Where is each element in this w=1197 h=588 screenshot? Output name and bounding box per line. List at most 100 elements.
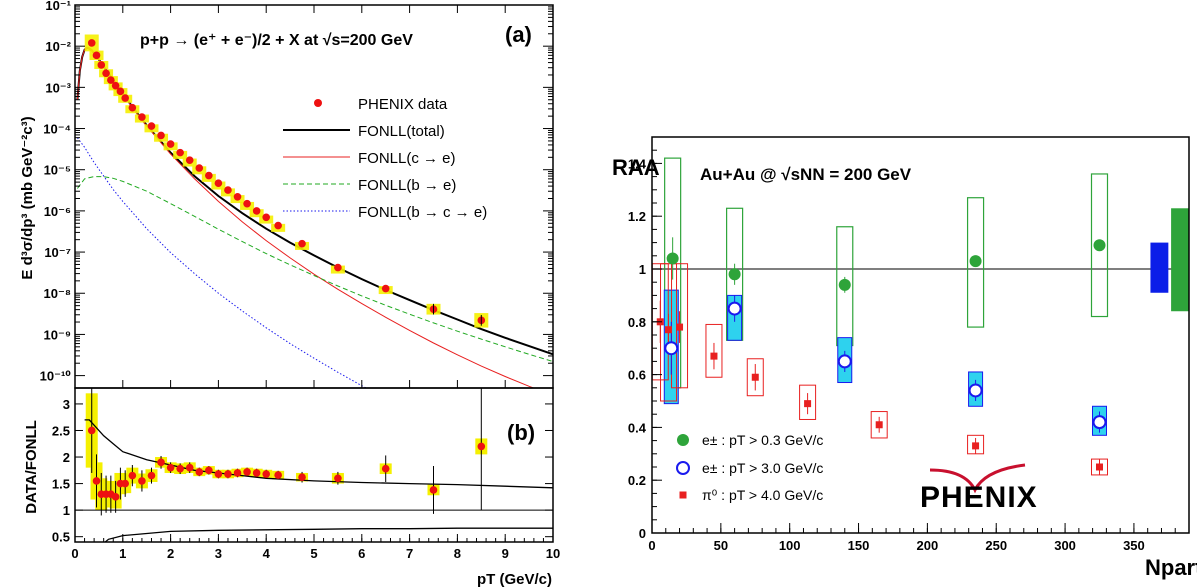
ratio-data-point bbox=[157, 458, 165, 467]
ratio-x-tick-label: 8 bbox=[454, 546, 461, 561]
raa-y-tick-label: 0.2 bbox=[628, 473, 646, 488]
raa-red-syst-box bbox=[705, 323, 723, 378]
raa-y-tick-label: 1.4 bbox=[628, 156, 647, 171]
spectrum-legend-label: FONLL(b → c → e) bbox=[358, 204, 487, 221]
raa-x-tick-label: 350 bbox=[1123, 538, 1145, 553]
ratio-y-axis-label: DATA/FONLL bbox=[23, 420, 40, 514]
spectrum-data-point bbox=[381, 284, 390, 293]
spectrum-data-point bbox=[252, 207, 261, 215]
ratio-x-tick-label: 5 bbox=[310, 546, 317, 561]
ratio-data-point bbox=[334, 474, 342, 483]
ratio-data-point bbox=[128, 471, 137, 480]
raa-red-marker bbox=[676, 323, 684, 331]
ratio-data-point bbox=[185, 463, 194, 472]
spectrum-y-tick-label: 10⁻⁹ bbox=[44, 327, 72, 342]
spectrum-data-point bbox=[195, 164, 204, 172]
raa-red-syst-box bbox=[746, 358, 764, 397]
spectrum-data-point bbox=[214, 179, 223, 188]
spectrum-data-point bbox=[147, 122, 156, 130]
ratio-data-point bbox=[477, 442, 486, 451]
ratio-x-tick-label: 6 bbox=[358, 546, 365, 561]
spectrum-curve bbox=[76, 176, 553, 362]
ratio-data-point bbox=[224, 470, 232, 478]
spectrum-y-tick-label: 10⁻⁴ bbox=[43, 122, 71, 137]
raa-x-tick-label: 200 bbox=[917, 538, 939, 553]
raa-red-syst-box bbox=[799, 384, 817, 420]
spectrum-curve bbox=[76, 47, 535, 388]
spectrum-legend-label: FONLL(b → e) bbox=[358, 177, 456, 194]
raa-legend: e± : pT > 0.3 GeV/c e± : pT > 3.0 GeV/c π⁰… bbox=[676, 432, 823, 503]
ratio-data-point bbox=[176, 464, 184, 473]
spectrum-legend-label: PHENIX data bbox=[358, 96, 448, 113]
raa-global-uncertainty-box bbox=[1150, 242, 1169, 293]
raa-blue-marker bbox=[968, 383, 983, 398]
spectrum-legend: PHENIX data FONLL(total) FONLL(c → e) FONLL… bbox=[283, 96, 487, 221]
raa-x-tick-label: 300 bbox=[1054, 538, 1076, 553]
phenix-logo-arc bbox=[929, 463, 1026, 494]
raa-red-syst-box bbox=[870, 411, 888, 439]
spectrum-y-axis-label: E d³σ/dp³ (mb GeV⁻²c³) bbox=[19, 116, 36, 279]
ratio-x-tick-label: 7 bbox=[406, 546, 413, 561]
raa-y-tick-label: 1.2 bbox=[628, 209, 646, 224]
spectrum-data-point bbox=[121, 94, 129, 102]
spectrum-legend-marker bbox=[314, 99, 322, 107]
spectrum-data-point bbox=[274, 221, 282, 230]
raa-blue-marker bbox=[837, 354, 852, 369]
raa-legend-label: e± : pT > 0.3 GeV/c bbox=[702, 432, 823, 448]
raa-y-tick-label: 1 bbox=[639, 262, 646, 277]
spectrum-data-point bbox=[298, 239, 306, 248]
raa-blue-marker bbox=[664, 341, 679, 356]
raa-x-tick-label: 50 bbox=[714, 538, 728, 553]
raa-panel: 0 50 100 150 200 250 300 350 0 0.2 0.4 0.6 0.8 1 1.2 1.… bbox=[612, 136, 1197, 580]
raa-red-marker bbox=[751, 373, 759, 381]
spectrum-data-point bbox=[233, 192, 242, 201]
ratio-lower-band bbox=[104, 527, 553, 542]
ratio-data-point bbox=[87, 426, 96, 435]
ratio-y-tick-label: 0.5 bbox=[52, 530, 70, 545]
raa-red-marker bbox=[710, 352, 718, 360]
raa-red-marker bbox=[875, 421, 883, 429]
spectrum-data-point bbox=[107, 76, 115, 84]
spectrum-y-tick-label: 10⁻³ bbox=[45, 80, 71, 95]
raa-green-syst-box bbox=[1090, 173, 1109, 318]
spectrum-data-point bbox=[243, 199, 251, 208]
ratio-y-tick-label: 1 bbox=[63, 503, 70, 518]
raa-green-marker bbox=[838, 278, 851, 291]
raa-green-marker bbox=[666, 252, 679, 265]
spectrum-data-point bbox=[166, 140, 175, 148]
raa-blue-marker bbox=[727, 301, 742, 316]
spectrum-curve bbox=[76, 46, 553, 356]
phenix-logo: PHENIX bbox=[920, 463, 1037, 514]
spectrum-y-tick-label: 10⁻⁷ bbox=[44, 245, 71, 260]
spectrum-y-tick-label: 10⁻⁵ bbox=[44, 163, 71, 178]
raa-x-tick-label: 250 bbox=[985, 538, 1007, 553]
raa-red-marker bbox=[665, 326, 673, 334]
raa-green-marker bbox=[1093, 239, 1106, 252]
raa-green-marker bbox=[728, 268, 741, 281]
raa-global-uncertainty-box bbox=[1171, 208, 1189, 312]
ratio-data-point bbox=[138, 477, 146, 485]
ratio-data-point bbox=[233, 469, 242, 477]
spectrum-data-point bbox=[157, 131, 165, 140]
spectrum-data-point bbox=[334, 263, 342, 272]
raa-x-tick-label: 150 bbox=[848, 538, 870, 553]
ratio-data-point bbox=[121, 479, 129, 488]
spectrum-panel-label: (a) bbox=[505, 22, 532, 47]
ratio-y-tick-label: 2.5 bbox=[52, 423, 70, 438]
ratio-x-tick-label: 10 bbox=[546, 546, 560, 561]
spectrum-y-tick-label: 10⁻⁸ bbox=[44, 286, 71, 301]
ratio-data-point bbox=[111, 493, 120, 501]
ratio-data-point bbox=[262, 470, 271, 478]
ratio-x-tick-label: 3 bbox=[215, 546, 222, 561]
spectrum-data-point bbox=[92, 51, 101, 60]
raa-legend-marker bbox=[676, 461, 690, 475]
raa-x-tick-label: 0 bbox=[648, 538, 655, 553]
raa-y-tick-label: 0.6 bbox=[628, 368, 646, 383]
ratio-data-point bbox=[166, 463, 175, 472]
npart-axis-label: Npart bbox=[1145, 555, 1197, 580]
raa-y-tick-label: 0 bbox=[639, 526, 646, 541]
ratio-x-tick-label: 4 bbox=[263, 546, 271, 561]
spectrum-y-tick-label: 10⁻¹ bbox=[45, 0, 71, 13]
spectrum-data-point bbox=[87, 39, 96, 47]
